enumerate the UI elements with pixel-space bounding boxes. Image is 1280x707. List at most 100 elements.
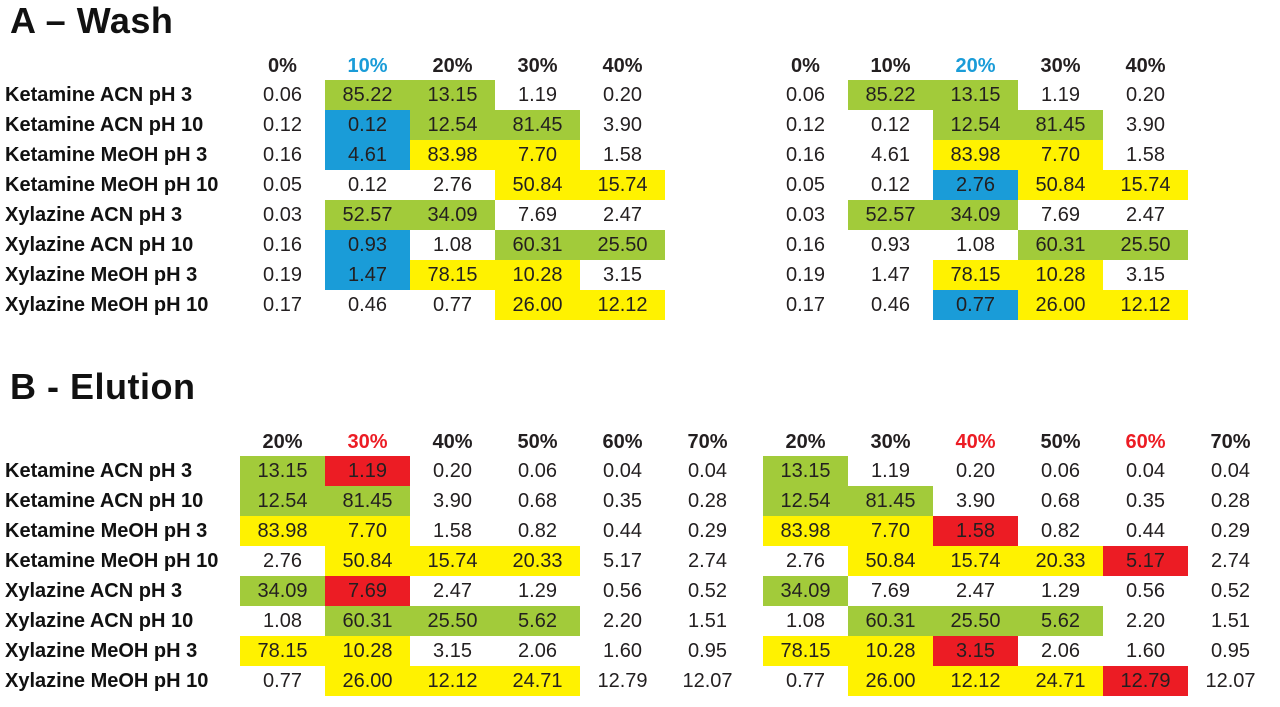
value-cell: 0.20 (433, 459, 472, 482)
row-label: Ketamine ACN pH 10 (5, 113, 204, 136)
value-cell: 12.12 (410, 666, 495, 696)
table-row: Ketamine ACN pH 3 13.15 1.19 0.20 0.06 0.04 0.… (0, 456, 750, 486)
value-cell: 78.15 (240, 636, 325, 666)
value-cell: 26.00 (848, 666, 933, 696)
table-row: 1.08 60.31 25.50 5.62 2.20 1.51 (763, 606, 1273, 636)
elution-section-title: B - Elution (10, 366, 196, 407)
column-header-70%: 70% (1210, 430, 1251, 453)
wash-right-grid: 0% 10% 20% 30% 40% 0.06 85.22 13.15 1.19 0.20 0.12… (763, 52, 1188, 320)
value-cell: 0.16 (786, 233, 825, 256)
table-row: 0.12 0.12 12.54 81.45 3.90 (763, 110, 1188, 140)
value-cell: 26.00 (495, 290, 580, 320)
value-cell: 13.15 (240, 456, 325, 486)
column-header-60%: 60% (602, 430, 643, 453)
value-cell: 0.52 (1211, 579, 1250, 602)
value-cell: 78.15 (933, 260, 1018, 290)
value-cell: 12.12 (1103, 290, 1188, 320)
value-cell: 15.74 (1103, 170, 1188, 200)
row-label: Xylazine MeOH pH 3 (5, 639, 198, 662)
value-cell: 10.28 (1018, 260, 1103, 290)
value-cell: 7.70 (848, 516, 933, 546)
value-cell: 2.06 (518, 639, 557, 662)
table-row: Ketamine ACN pH 3 0.06 85.22 13.15 1.19 0.20 (0, 80, 665, 110)
value-cell: 1.08 (956, 233, 995, 256)
table-row: 0.16 4.61 83.98 7.70 1.58 (763, 140, 1188, 170)
table-row: Ketamine MeOH pH 10 2.76 50.84 15.74 20.33 5.… (0, 546, 750, 576)
value-cell: 78.15 (763, 636, 848, 666)
value-cell: 34.09 (410, 200, 495, 230)
value-cell: 7.69 (1041, 203, 1080, 226)
value-cell: 1.19 (325, 456, 410, 486)
value-cell: 60.31 (495, 230, 580, 260)
row-label: Xylazine ACN pH 10 (5, 609, 194, 632)
value-cell: 2.47 (956, 579, 995, 602)
value-cell: 81.45 (848, 486, 933, 516)
column-header-40%: 40% (602, 54, 643, 77)
value-cell: 2.20 (1126, 609, 1165, 632)
value-cell: 0.06 (786, 83, 825, 106)
row-label: Ketamine MeOH pH 10 (5, 549, 219, 572)
column-header-30%: 30% (517, 54, 558, 77)
value-cell: 60.31 (325, 606, 410, 636)
value-cell: 1.58 (603, 143, 642, 166)
value-cell: 5.17 (603, 549, 642, 572)
value-cell: 0.12 (348, 173, 387, 196)
value-cell: 0.68 (518, 489, 557, 512)
value-cell: 0.52 (688, 579, 727, 602)
value-cell: 25.50 (1103, 230, 1188, 260)
header-row: 20% 30% 40% 50% 60% 70% (0, 428, 750, 456)
table-row: Xylazine MeOH pH 3 0.19 1.47 78.15 10.28 3.15 (0, 260, 665, 290)
row-label: Ketamine ACN pH 3 (5, 83, 193, 106)
wash-right-table: 0% 10% 20% 30% 40% 0.06 85.22 13.15 1.19 0.20 0.12… (763, 52, 1188, 320)
value-cell: 25.50 (410, 606, 495, 636)
column-header-60%: 60% (1125, 430, 1166, 453)
value-cell: 34.09 (933, 200, 1018, 230)
column-header-20%: 20% (262, 430, 303, 453)
table-row: Xylazine ACN pH 3 0.03 52.57 34.09 7.69 2.47 (0, 200, 665, 230)
value-cell: 0.06 (263, 83, 302, 106)
value-cell: 1.08 (433, 233, 472, 256)
value-cell: 83.98 (240, 516, 325, 546)
header-row: 0% 10% 20% 30% 40% (0, 52, 665, 80)
table-row: Xylazine ACN pH 10 1.08 60.31 25.50 5.62 2.20… (0, 606, 750, 636)
table-row: 78.15 10.28 3.15 2.06 1.60 0.95 (763, 636, 1273, 666)
value-cell: 1.29 (518, 579, 557, 602)
value-cell: 1.58 (433, 519, 472, 542)
value-cell: 0.46 (871, 293, 910, 316)
value-cell: 0.46 (348, 293, 387, 316)
value-cell: 12.54 (410, 110, 495, 140)
value-cell: 83.98 (410, 140, 495, 170)
value-cell: 0.56 (1126, 579, 1165, 602)
table-row: Ketamine ACN pH 10 0.12 0.12 12.54 81.45 3.90 (0, 110, 665, 140)
value-cell: 1.29 (1041, 579, 1080, 602)
value-cell: 12.54 (933, 110, 1018, 140)
value-cell: 0.44 (603, 519, 642, 542)
table-row: Ketamine MeOH pH 3 83.98 7.70 1.58 0.82 0.44 0… (0, 516, 750, 546)
value-cell: 0.04 (603, 459, 642, 482)
value-cell: 3.15 (603, 263, 642, 286)
value-cell: 12.54 (240, 486, 325, 516)
row-label: Xylazine ACN pH 3 (5, 203, 183, 226)
row-label: Xylazine MeOH pH 3 (5, 263, 198, 286)
value-cell: 10.28 (325, 636, 410, 666)
value-cell: 0.28 (688, 489, 727, 512)
table-row: Ketamine MeOH pH 3 0.16 4.61 83.98 7.70 1.58 (0, 140, 665, 170)
value-cell: 10.28 (848, 636, 933, 666)
elution-right-grid: 20% 30% 40% 50% 60% 70% 13.15 1.19 0.20 0.06 0.04 0… (763, 428, 1273, 696)
table-row: 34.09 7.69 2.47 1.29 0.56 0.52 (763, 576, 1273, 606)
value-cell: 0.16 (263, 233, 302, 256)
value-cell: 2.76 (433, 173, 472, 196)
value-cell: 0.20 (1126, 83, 1165, 106)
table-row: 12.54 81.45 3.90 0.68 0.35 0.28 (763, 486, 1273, 516)
value-cell: 13.15 (933, 80, 1018, 110)
value-cell: 0.20 (956, 459, 995, 482)
column-header-20%: 20% (785, 430, 826, 453)
table-row: 0.17 0.46 0.77 26.00 12.12 (763, 290, 1188, 320)
corner-cell (0, 52, 240, 80)
value-cell: 50.84 (1018, 170, 1103, 200)
column-header-50%: 50% (517, 430, 558, 453)
value-cell: 24.71 (1018, 666, 1103, 696)
value-cell: 25.50 (933, 606, 1018, 636)
column-header-0%: 0% (268, 54, 297, 77)
row-label: Ketamine MeOH pH 10 (5, 173, 219, 196)
